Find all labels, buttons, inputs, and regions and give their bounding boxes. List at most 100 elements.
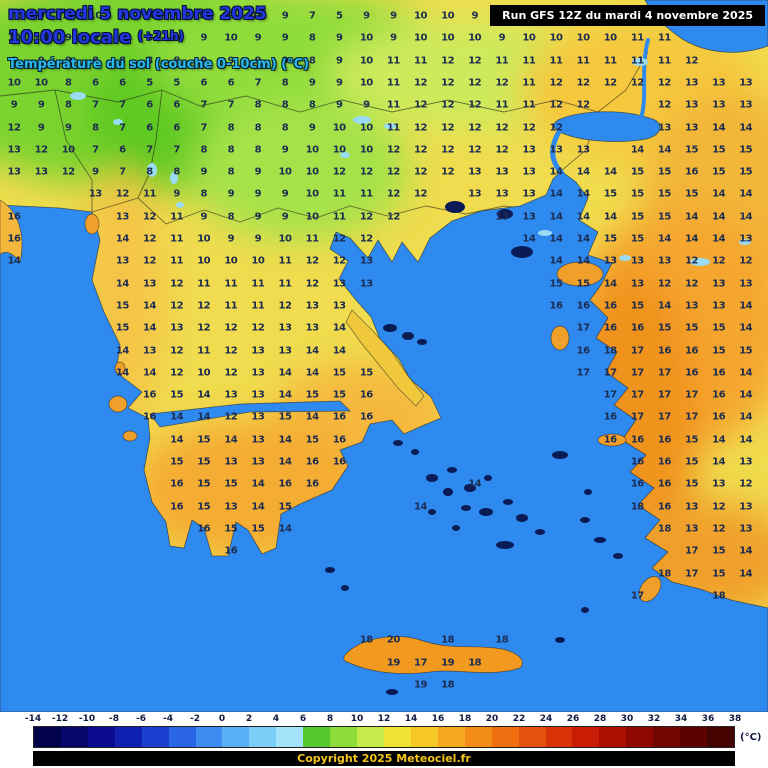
temp-value: 5 xyxy=(146,77,153,89)
temp-value: 7 xyxy=(119,99,126,111)
temp-value: 8 xyxy=(308,99,316,111)
temp-value: 10 xyxy=(251,255,265,267)
temp-value: 6 xyxy=(119,144,126,156)
temp-value: 17 xyxy=(603,367,617,379)
temp-value: 14 xyxy=(603,278,617,290)
temp-value: 15 xyxy=(197,456,211,468)
temp-value: 12 xyxy=(549,122,563,133)
temp-value: 18 xyxy=(657,568,671,579)
temperature-grid: 1191010910910910975991010991010101111101… xyxy=(7,10,753,691)
temp-value: 12 xyxy=(143,211,156,223)
temp-value: 13 xyxy=(712,278,726,290)
temp-value: 8 xyxy=(281,122,289,133)
temp-value: 12 xyxy=(468,99,482,111)
temp-value: 13 xyxy=(576,144,590,156)
scale-tick-label: 4 xyxy=(272,714,280,724)
temp-value: 10 xyxy=(224,32,238,44)
temp-value: 6 xyxy=(92,77,99,89)
temp-value: 12 xyxy=(251,322,265,334)
temp-value: 9 xyxy=(281,188,289,200)
temp-value: 14 xyxy=(7,255,21,267)
temp-value: 15 xyxy=(197,478,211,490)
temp-value: 8 xyxy=(92,122,99,133)
temp-value: 15 xyxy=(712,322,726,334)
temp-value: 10 xyxy=(305,188,319,200)
zakynthos-island xyxy=(122,430,138,442)
map-canvas[interactable]: 1191010910910910975991010991010101111101… xyxy=(0,0,768,712)
temp-value: 11 xyxy=(305,233,319,245)
temp-value: 14 xyxy=(657,144,671,156)
temp-value: 8 xyxy=(200,188,207,200)
temp-value: 14 xyxy=(739,434,753,446)
temp-value: 5 xyxy=(173,77,180,89)
temp-value: 13 xyxy=(712,99,726,111)
temp-value: 18 xyxy=(495,634,509,646)
time-title: 10:00 locale (+21h) xyxy=(8,27,309,48)
temp-value: 12 xyxy=(657,77,671,89)
temp-value: 7 xyxy=(308,10,316,22)
lefkada-island xyxy=(114,361,126,375)
scale-cell xyxy=(303,727,331,747)
temp-value: 10 xyxy=(549,32,563,44)
temp-value: 9 xyxy=(335,55,343,67)
temp-value: 12 xyxy=(278,300,292,312)
lesbos-island xyxy=(556,261,604,287)
temp-value: 10 xyxy=(603,32,617,44)
scale-cell xyxy=(680,727,708,747)
temp-value: 12 xyxy=(576,77,590,89)
temp-value: 12 xyxy=(197,300,211,312)
temp-value: 14 xyxy=(549,255,563,267)
temp-value: 17 xyxy=(576,367,590,379)
temp-value: 13 xyxy=(712,300,726,312)
temp-value: 9 xyxy=(281,55,289,67)
scale-cell xyxy=(707,727,734,747)
temp-value: 12 xyxy=(61,166,75,178)
temp-value: 9 xyxy=(227,55,235,67)
kefalonia-island xyxy=(108,395,128,413)
scale-tick-label: 22 xyxy=(512,714,526,724)
scale-cell xyxy=(195,727,223,747)
temp-value: 10 xyxy=(61,144,75,156)
temp-value: 16 xyxy=(657,345,671,356)
temp-value: 9 xyxy=(64,55,72,67)
temp-value: 14 xyxy=(576,188,590,200)
temp-value: 14 xyxy=(739,389,753,401)
temp-value: 9 xyxy=(37,10,45,22)
temp-value: 12 xyxy=(386,166,400,178)
temp-value: 13 xyxy=(685,523,698,535)
temp-value: 8 xyxy=(308,32,316,44)
scale-cell xyxy=(357,727,384,747)
temp-value: 15 xyxy=(685,188,698,200)
temp-value: 8 xyxy=(146,32,153,44)
temp-value: 14 xyxy=(332,345,346,356)
temp-value: 13 xyxy=(143,278,156,290)
temp-value: 9 xyxy=(173,10,180,22)
temp-value: 16 xyxy=(197,523,211,535)
temp-value: 16 xyxy=(657,501,671,513)
samos-island xyxy=(597,433,627,447)
temp-value: 13 xyxy=(739,233,753,245)
scale-cell xyxy=(141,727,169,747)
temp-value: 12 xyxy=(549,99,563,111)
scale-tick-label: 20 xyxy=(485,714,499,724)
scale-cell xyxy=(249,727,277,747)
temp-value: 13 xyxy=(685,122,698,133)
temp-value: 14 xyxy=(468,478,482,490)
temp-value: 12 xyxy=(441,99,455,111)
temp-value: 15 xyxy=(712,345,726,356)
temp-value: 12 xyxy=(359,233,373,245)
temp-value: 12 xyxy=(414,144,427,156)
temp-value: 13 xyxy=(739,523,753,535)
temp-value: 16 xyxy=(630,434,644,446)
temp-value: 11 xyxy=(522,99,536,111)
temp-value: 9 xyxy=(254,233,262,245)
temp-value: 16 xyxy=(332,411,346,423)
temp-value: 15 xyxy=(712,545,726,557)
temp-value: 11 xyxy=(170,233,184,245)
temp-value: 15 xyxy=(224,523,238,535)
temp-value: 7 xyxy=(227,99,235,111)
scale-cell xyxy=(60,727,88,747)
temp-value: 14 xyxy=(712,434,726,446)
temp-value: 14 xyxy=(278,456,292,468)
temp-value: 9 xyxy=(200,211,207,223)
